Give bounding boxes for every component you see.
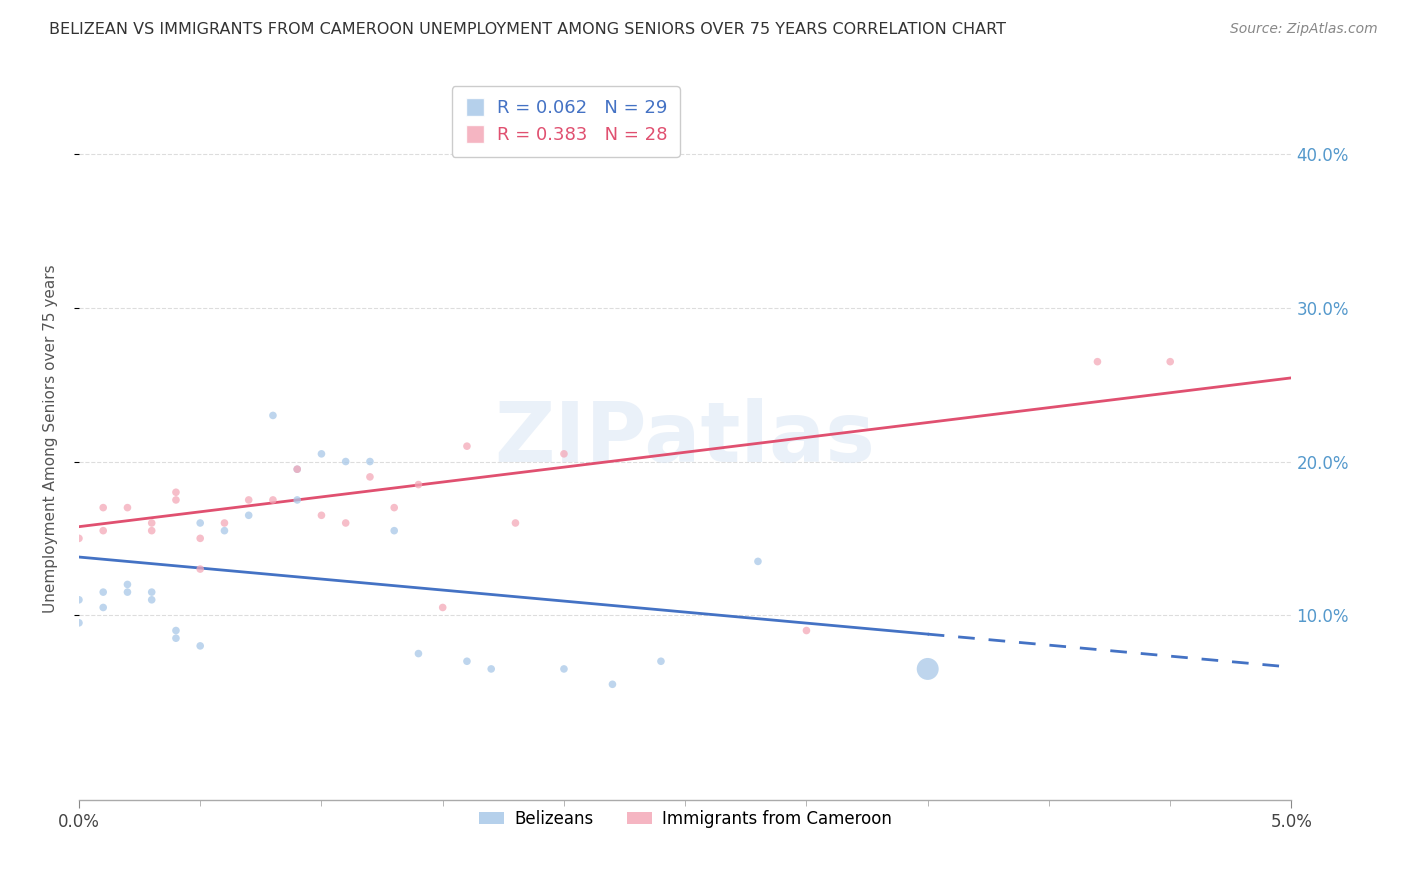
Point — [188, 532, 211, 546]
Point — [285, 462, 308, 476]
Point — [553, 447, 575, 461]
Point — [165, 492, 187, 507]
Point — [335, 516, 357, 530]
Point — [505, 516, 527, 530]
Point — [359, 454, 381, 468]
Point — [359, 470, 381, 484]
Point — [262, 492, 284, 507]
Point — [117, 585, 139, 599]
Point — [165, 485, 187, 500]
Point — [796, 624, 818, 638]
Point — [67, 615, 90, 630]
Point — [238, 508, 260, 523]
Text: ZIPatlas: ZIPatlas — [495, 398, 876, 479]
Y-axis label: Unemployment Among Seniors over 75 years: Unemployment Among Seniors over 75 years — [44, 264, 58, 613]
Point — [553, 662, 575, 676]
Point — [238, 492, 260, 507]
Point — [67, 532, 90, 546]
Point — [91, 585, 114, 599]
Point — [408, 647, 430, 661]
Point — [117, 500, 139, 515]
Point — [285, 462, 308, 476]
Point — [382, 500, 405, 515]
Point — [165, 624, 187, 638]
Point — [602, 677, 624, 691]
Point — [285, 492, 308, 507]
Point — [117, 577, 139, 591]
Point — [91, 524, 114, 538]
Point — [917, 662, 939, 676]
Point — [262, 409, 284, 423]
Point — [141, 592, 163, 607]
Point — [335, 454, 357, 468]
Point — [1087, 354, 1109, 368]
Point — [1159, 354, 1181, 368]
Point — [214, 516, 236, 530]
Point — [214, 524, 236, 538]
Point — [141, 585, 163, 599]
Point — [650, 654, 672, 668]
Point — [141, 524, 163, 538]
Point — [91, 600, 114, 615]
Point — [432, 600, 454, 615]
Text: Source: ZipAtlas.com: Source: ZipAtlas.com — [1230, 22, 1378, 37]
Point — [456, 139, 478, 153]
Point — [311, 447, 333, 461]
Point — [188, 562, 211, 576]
Point — [747, 554, 769, 568]
Legend: Belizeans, Immigrants from Cameroon: Belizeans, Immigrants from Cameroon — [472, 803, 898, 835]
Text: BELIZEAN VS IMMIGRANTS FROM CAMEROON UNEMPLOYMENT AMONG SENIORS OVER 75 YEARS CO: BELIZEAN VS IMMIGRANTS FROM CAMEROON UNE… — [49, 22, 1007, 37]
Point — [479, 662, 502, 676]
Point — [91, 500, 114, 515]
Point — [456, 654, 478, 668]
Point — [165, 631, 187, 645]
Point — [141, 516, 163, 530]
Point — [456, 439, 478, 453]
Point — [188, 516, 211, 530]
Point — [67, 592, 90, 607]
Point — [408, 477, 430, 491]
Point — [311, 508, 333, 523]
Point — [382, 524, 405, 538]
Point — [188, 639, 211, 653]
